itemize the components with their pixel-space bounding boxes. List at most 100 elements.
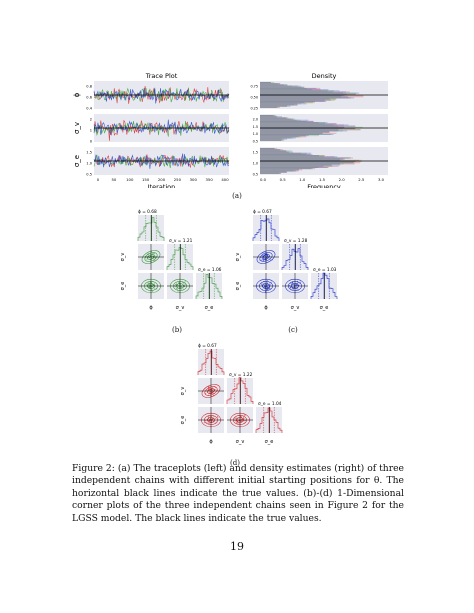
density-bar bbox=[260, 148, 275, 150]
density-bar bbox=[260, 92, 357, 94]
density-bar bbox=[260, 151, 290, 153]
density-bar bbox=[260, 166, 328, 168]
sample-point bbox=[181, 289, 183, 291]
density-bar bbox=[260, 136, 299, 138]
density-bar bbox=[260, 157, 354, 159]
density-bar bbox=[260, 165, 333, 167]
density-bar bbox=[260, 153, 313, 155]
figure-a-trace-density: Trace Plot Density0.80.60.4ϕ0.750.500.252… bbox=[73, 72, 388, 188]
density-bar bbox=[260, 130, 339, 132]
density-bar bbox=[260, 93, 356, 95]
density-bar bbox=[260, 120, 314, 122]
density-bar bbox=[260, 84, 288, 86]
density-bar bbox=[260, 125, 339, 127]
density-bar bbox=[260, 82, 271, 84]
density-ytick: 0.25 bbox=[250, 107, 258, 111]
density-xtick: 1.5 bbox=[319, 177, 326, 182]
density-bar bbox=[260, 96, 364, 98]
density-bar bbox=[260, 87, 317, 89]
sample-point bbox=[261, 258, 263, 260]
density-bar bbox=[260, 136, 302, 138]
density-bar bbox=[260, 106, 277, 108]
sample-point bbox=[211, 388, 213, 390]
density-bar bbox=[260, 85, 301, 87]
posterior-summary-label: ϕ = 0.67 bbox=[198, 343, 217, 349]
sample-point bbox=[264, 283, 266, 285]
density-bar bbox=[260, 102, 315, 104]
density-bar bbox=[260, 102, 305, 104]
density-bar bbox=[260, 130, 348, 132]
density-bar bbox=[260, 119, 301, 121]
sample-point bbox=[205, 420, 207, 422]
density-bar bbox=[260, 170, 299, 172]
density-bar bbox=[260, 149, 284, 151]
density-bar bbox=[260, 98, 336, 100]
density-bar bbox=[260, 105, 288, 107]
density-bar bbox=[260, 168, 316, 170]
sample-point bbox=[240, 420, 242, 422]
trace-xtick: 150 bbox=[142, 177, 150, 182]
density-bar bbox=[260, 137, 296, 139]
density-bar bbox=[260, 153, 311, 155]
density-ytick: 0.50 bbox=[250, 96, 258, 100]
density-bar bbox=[260, 156, 335, 158]
sample-point bbox=[211, 389, 213, 391]
sample-point bbox=[214, 389, 216, 391]
density-bar bbox=[260, 104, 298, 106]
trace-ytick: 0 bbox=[90, 140, 93, 144]
sample-point bbox=[266, 253, 268, 255]
sample-point bbox=[297, 282, 299, 284]
posterior-summary-label: σ_v = 1.28 bbox=[284, 238, 308, 244]
density-bar bbox=[260, 95, 345, 97]
density-bar bbox=[260, 116, 277, 118]
density-contour bbox=[141, 250, 161, 264]
sample-point bbox=[244, 414, 246, 416]
sample-point bbox=[183, 284, 185, 286]
density-bar bbox=[260, 92, 344, 94]
density-bar bbox=[260, 117, 288, 119]
density-bar bbox=[260, 171, 287, 173]
density-bar bbox=[260, 169, 300, 171]
density-bar bbox=[260, 138, 285, 140]
figure-d-corner-plot: ϕ = 0.67 σ_v = 1.22 σ_e = 1.04 ϕ σ_v σ_e σ_v σ_… bbox=[180, 343, 283, 445]
corner-xlabel: σ_e bbox=[205, 305, 214, 311]
sample-point bbox=[269, 288, 271, 290]
density-bar bbox=[260, 89, 329, 91]
density-bar bbox=[260, 150, 292, 152]
sample-point bbox=[266, 289, 268, 291]
marginal-histogram bbox=[226, 377, 254, 404]
density-bar bbox=[260, 126, 345, 128]
sample-point bbox=[290, 286, 292, 288]
sample-point bbox=[149, 284, 151, 286]
density-bar bbox=[260, 123, 336, 125]
sample-point bbox=[244, 420, 246, 422]
sample-point bbox=[261, 283, 263, 285]
density-bar bbox=[260, 135, 309, 137]
density-bar bbox=[260, 133, 320, 135]
density-bar bbox=[260, 162, 354, 164]
density-bar bbox=[260, 151, 294, 153]
sample-point bbox=[267, 284, 269, 286]
sample-point bbox=[269, 284, 271, 286]
sample-point bbox=[217, 416, 219, 418]
sample-point bbox=[290, 282, 292, 284]
density-ytick: 1.5 bbox=[253, 125, 258, 129]
posterior-summary-label: σ_v = 1.21 bbox=[169, 238, 193, 244]
trace-xtick: 0 bbox=[97, 177, 100, 182]
density-bar bbox=[260, 152, 302, 154]
trace-line bbox=[93, 87, 230, 103]
density-bar bbox=[260, 98, 330, 100]
density-bar bbox=[260, 131, 329, 133]
density-bar bbox=[260, 124, 349, 126]
density-bar bbox=[260, 128, 356, 130]
density-bar bbox=[260, 96, 341, 98]
density-bar bbox=[260, 129, 361, 131]
posterior-summary-label: ϕ = 0.67 bbox=[253, 209, 272, 215]
corner-xlabel: ϕ bbox=[209, 439, 213, 445]
sample-point bbox=[176, 288, 178, 289]
corner-xlabel: ϕ bbox=[149, 305, 153, 311]
corner-xlabel: σ_v bbox=[291, 305, 300, 311]
density-bar bbox=[260, 116, 282, 118]
density-bar bbox=[260, 164, 341, 166]
